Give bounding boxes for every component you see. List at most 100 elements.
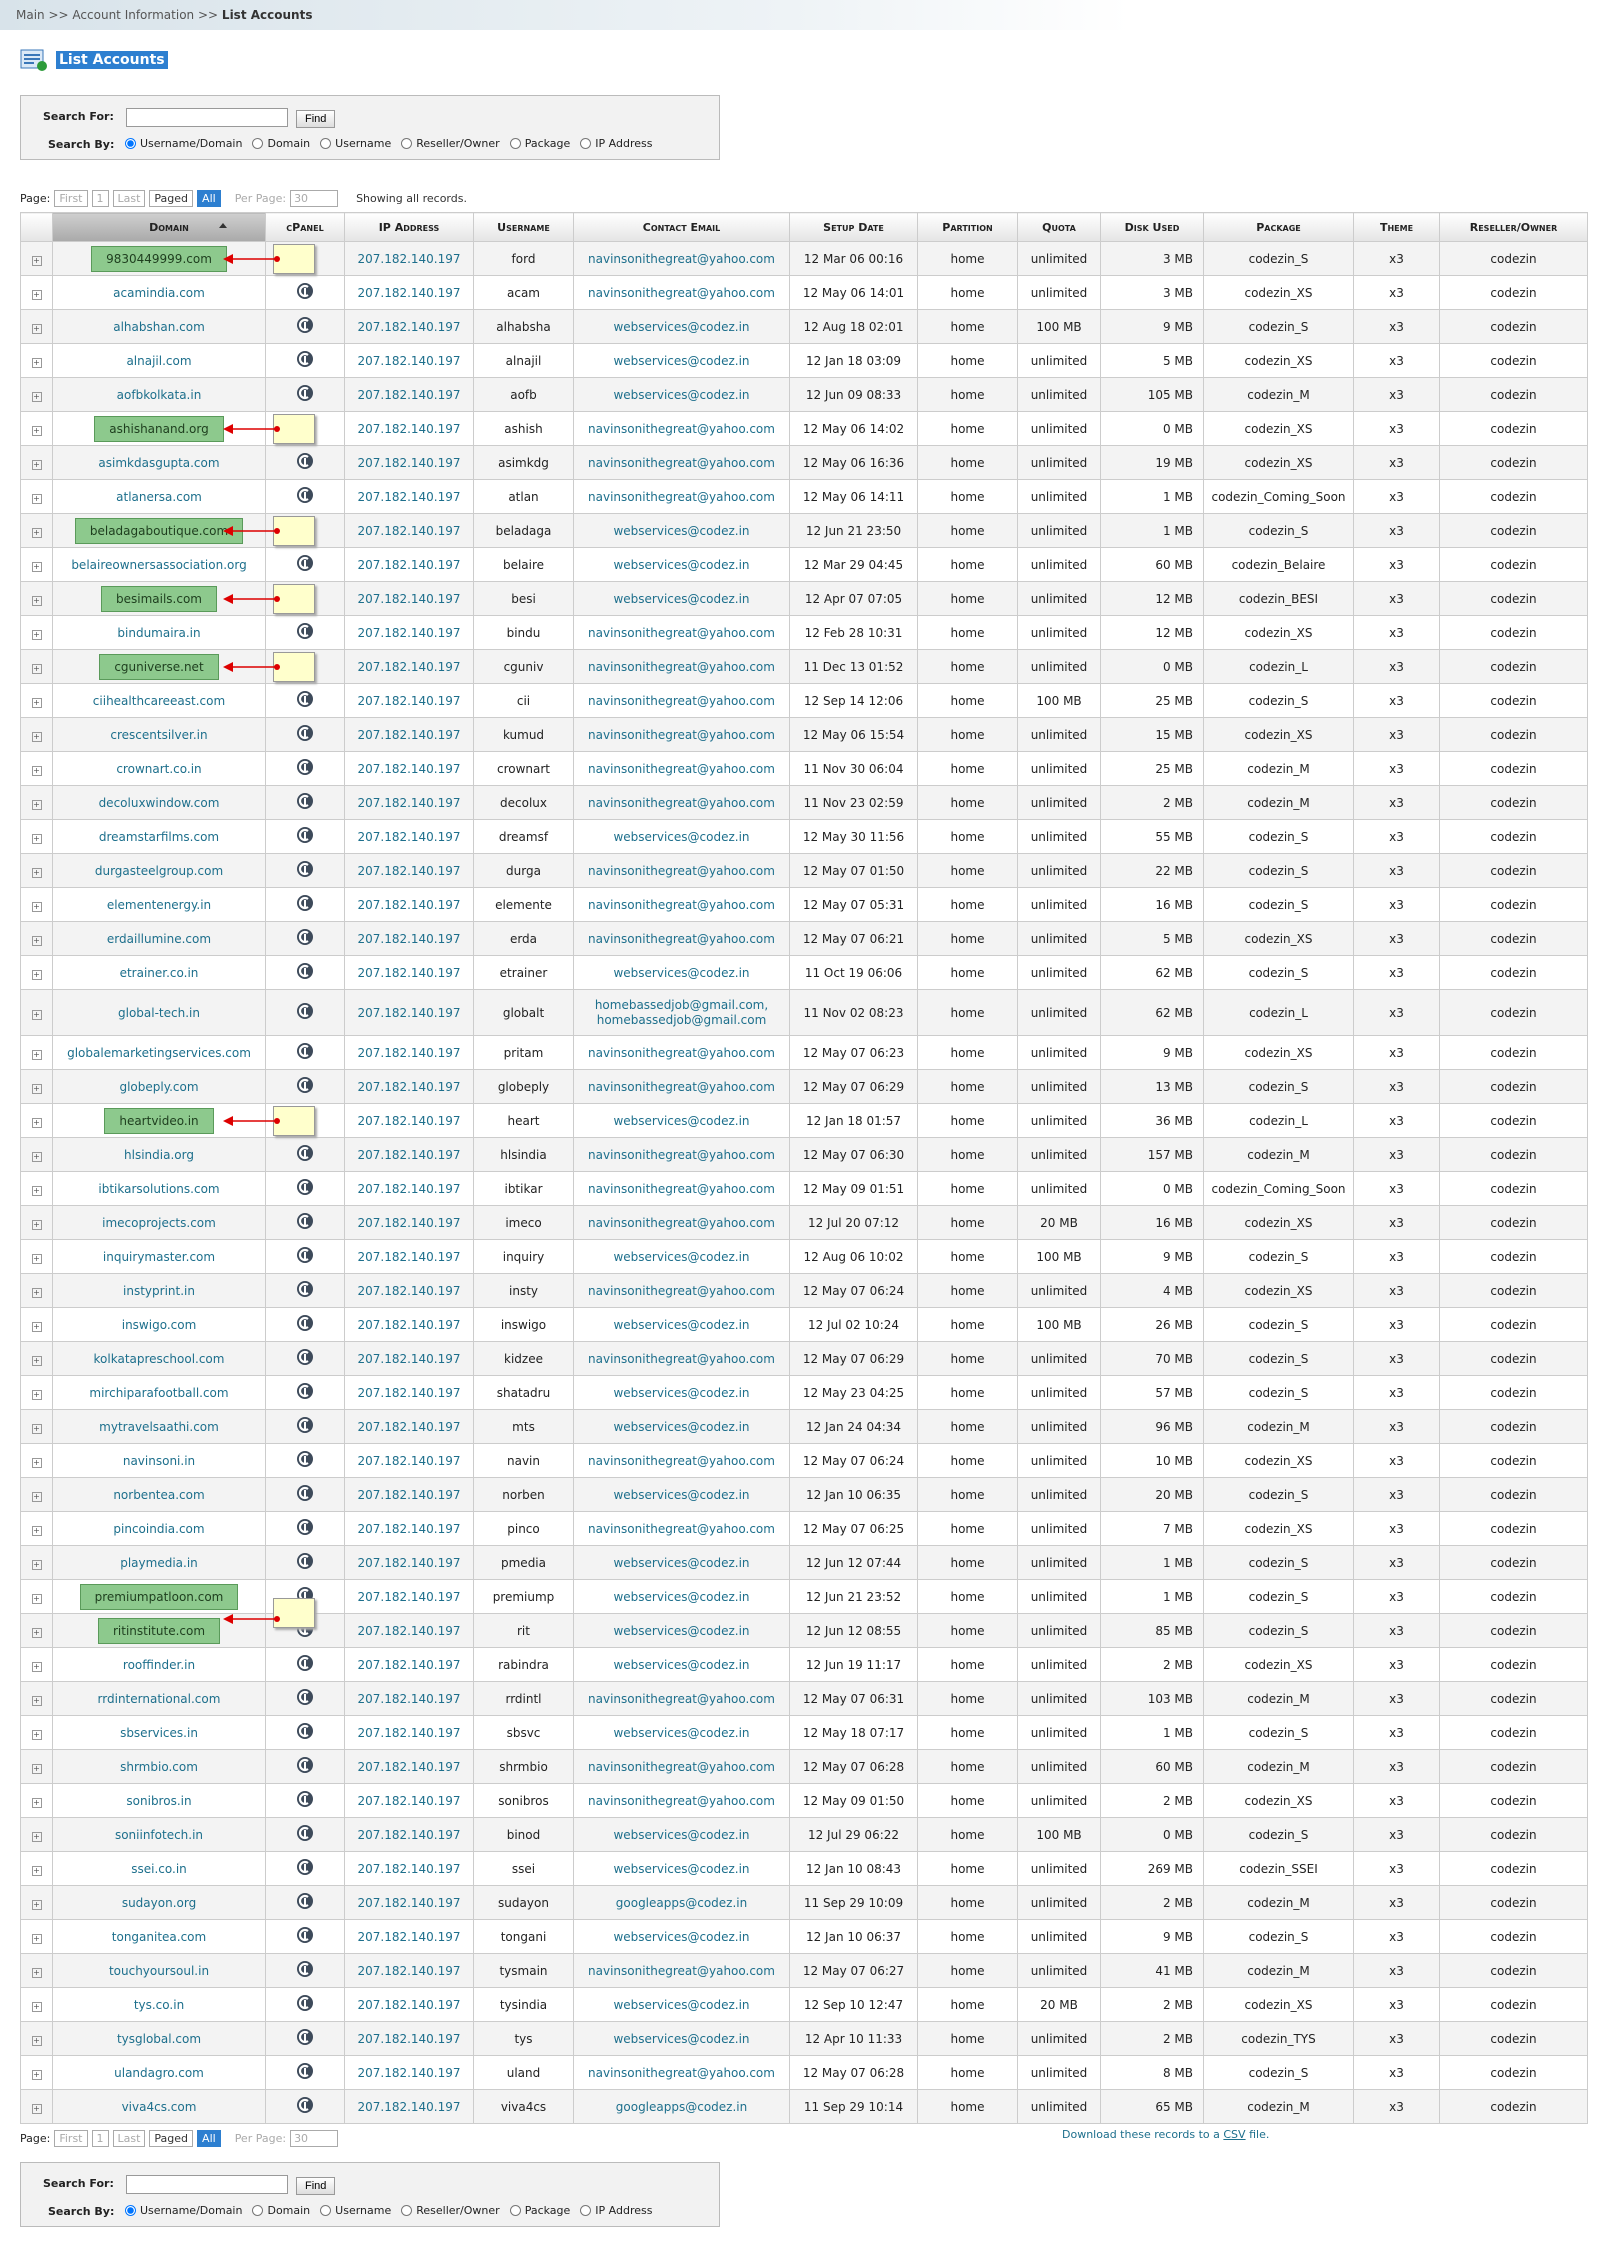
cell[interactable]: webservices@codez.in (573, 377, 790, 412)
cpanel-icon[interactable] (296, 1450, 314, 1468)
cell[interactable]: 207.182.140.197 (344, 921, 474, 956)
pager-button[interactable]: Last (112, 2129, 146, 2147)
cpanel-icon[interactable] (296, 622, 314, 640)
cpanel-icon[interactable] (296, 1960, 314, 1978)
cell[interactable]: 207.182.140.197 (344, 2055, 474, 2090)
cpanel-icon[interactable] (296, 928, 314, 946)
cell[interactable]: navinsonithegreat@yahoo.com (573, 751, 790, 786)
cell[interactable]: webservices@codez.in (573, 2021, 790, 2056)
expand-toggle[interactable]: + (31, 731, 42, 742)
cpanel-icon[interactable] (296, 1002, 314, 1020)
cell[interactable]: navinsonithegreat@yahoo.com (573, 683, 790, 718)
cell[interactable]: webservices@codez.in (573, 309, 790, 344)
domain-link[interactable]: elementenergy.in (106, 897, 212, 912)
cpanel-icon[interactable] (296, 316, 314, 334)
cell[interactable]: googleapps@codez.in (573, 2089, 790, 2124)
expand-toggle[interactable]: + (31, 935, 42, 946)
cpanel-icon[interactable] (296, 1280, 314, 1298)
cpanel-icon[interactable] (296, 2096, 314, 2114)
pager-button[interactable]: All (197, 189, 221, 207)
expand-toggle[interactable]: + (31, 1559, 42, 1570)
domain-link[interactable]: besimails.com (101, 585, 217, 612)
cell[interactable]: webservices@codez.in (573, 955, 790, 990)
expand-toggle[interactable]: + (31, 799, 42, 810)
cpanel-icon[interactable] (296, 486, 314, 504)
domain-link[interactable]: ritinstitute.com (97, 1617, 221, 1644)
expand-toggle[interactable]: + (31, 493, 42, 504)
radio[interactable] (401, 138, 413, 149)
cell[interactable]: 207.182.140.197 (344, 1579, 474, 1614)
cell[interactable]: 207.182.140.197 (344, 343, 474, 378)
cell[interactable]: navinsonithegreat@yahoo.com (573, 1137, 790, 1172)
cell[interactable]: 207.182.140.197 (344, 1715, 474, 1750)
cell[interactable]: 207.182.140.197 (344, 1341, 474, 1376)
cell[interactable]: 207.182.140.197 (344, 1239, 474, 1274)
expand-toggle[interactable]: + (31, 1593, 42, 1604)
search-option[interactable]: Domain (252, 2204, 310, 2217)
domain-link[interactable]: ibtikarsolutions.com (98, 1181, 220, 1196)
cpanel-icon[interactable] (296, 1314, 314, 1332)
cell[interactable]: 207.182.140.197 (344, 989, 474, 1036)
expand-toggle[interactable]: + (31, 1661, 42, 1672)
find-button[interactable]: Find (296, 110, 336, 128)
cell[interactable]: navinsonithegreat@yahoo.com (573, 853, 790, 888)
cell[interactable]: 207.182.140.197 (344, 309, 474, 344)
cell[interactable]: 207.182.140.197 (344, 1817, 474, 1852)
expand-toggle[interactable]: + (31, 1797, 42, 1808)
expand-toggle[interactable]: + (31, 1287, 42, 1298)
cpanel-icon[interactable] (296, 1076, 314, 1094)
pager-button[interactable]: 1 (91, 2129, 109, 2147)
radio[interactable] (509, 2205, 521, 2216)
column-header[interactable]: Package (1203, 212, 1354, 242)
cell[interactable]: 207.182.140.197 (344, 1171, 474, 1206)
expand-toggle[interactable]: + (31, 323, 42, 334)
domain-link[interactable]: etrainer.co.in (119, 965, 199, 980)
cpanel-icon[interactable] (296, 826, 314, 844)
cell[interactable]: webservices@codez.in (573, 1545, 790, 1580)
cell[interactable]: 207.182.140.197 (344, 513, 474, 548)
radio[interactable] (320, 2205, 332, 2216)
domain-link[interactable]: durgasteelgroup.com (94, 863, 224, 878)
domain-link[interactable]: erdaillumine.com (106, 931, 212, 946)
cpanel-icon[interactable] (296, 1042, 314, 1060)
cell[interactable]: 207.182.140.197 (344, 547, 474, 582)
cpanel-icon[interactable] (296, 1756, 314, 1774)
expand-toggle[interactable]: + (31, 1933, 42, 1944)
pager-button[interactable]: Last (112, 189, 146, 207)
cpanel-icon[interactable] (296, 860, 314, 878)
domain-link[interactable]: aofbkolkata.in (116, 387, 202, 402)
cpanel-icon[interactable] (296, 1178, 314, 1196)
cell[interactable]: webservices@codez.in (573, 1307, 790, 1342)
cell[interactable]: navinsonithegreat@yahoo.com (573, 1681, 790, 1716)
domain-link[interactable]: heartvideo.in (104, 1107, 214, 1134)
domain-link[interactable]: imecoprojects.com (102, 1215, 216, 1230)
cell[interactable]: navinsonithegreat@yahoo.com (573, 649, 790, 684)
cell[interactable]: navinsonithegreat@yahoo.com (573, 717, 790, 752)
cell[interactable]: navinsonithegreat@yahoo.com (573, 1035, 790, 1070)
cell[interactable]: 207.182.140.197 (344, 615, 474, 650)
expand-toggle[interactable]: + (31, 867, 42, 878)
cell[interactable]: navinsonithegreat@yahoo.com (573, 275, 790, 310)
search-input[interactable] (126, 108, 288, 127)
cell[interactable]: 207.182.140.197 (344, 479, 474, 514)
expand-toggle[interactable]: + (31, 1151, 42, 1162)
cell[interactable]: 207.182.140.197 (344, 1851, 474, 1886)
cell[interactable]: navinsonithegreat@yahoo.com (573, 1783, 790, 1818)
radio[interactable] (401, 2205, 413, 2216)
pager-button[interactable]: All (197, 2129, 221, 2147)
cell[interactable]: navinsonithegreat@yahoo.com (573, 1273, 790, 1308)
title-text[interactable]: List Accounts (56, 51, 168, 69)
cpanel-icon[interactable] (296, 1552, 314, 1570)
cell[interactable]: 207.182.140.197 (344, 1749, 474, 1784)
cell[interactable]: 207.182.140.197 (344, 751, 474, 786)
expand-toggle[interactable]: + (31, 357, 42, 368)
cell[interactable]: 207.182.140.197 (344, 1681, 474, 1716)
breadcrumb-item[interactable]: Main (16, 8, 45, 22)
cell[interactable]: 207.182.140.197 (344, 377, 474, 412)
cell[interactable]: 207.182.140.197 (344, 1511, 474, 1546)
cpanel-icon[interactable] (296, 1382, 314, 1400)
cpanel-icon[interactable] (296, 2062, 314, 2080)
expand-toggle[interactable]: + (31, 1729, 42, 1740)
expand-toggle[interactable]: + (31, 2069, 42, 2080)
expand-toggle[interactable]: + (31, 697, 42, 708)
